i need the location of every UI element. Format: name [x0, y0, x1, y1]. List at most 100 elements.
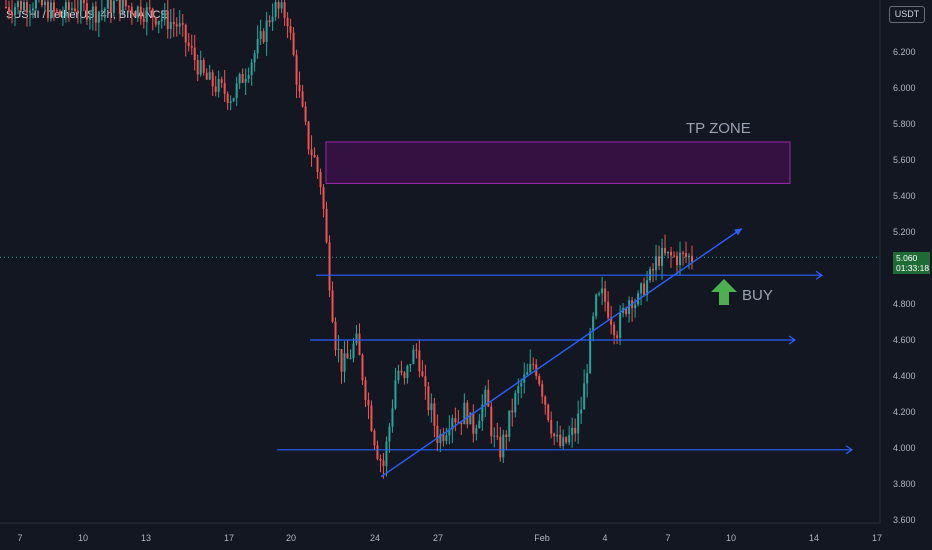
candle-body — [574, 427, 577, 434]
candle-body — [145, 7, 148, 23]
candle-body — [433, 403, 436, 426]
candle-body — [619, 312, 622, 338]
candle-body — [367, 400, 370, 406]
candle-body — [379, 459, 382, 461]
candle-body — [385, 441, 388, 466]
candle-body — [250, 62, 253, 76]
candle-body — [307, 121, 310, 150]
candle-body — [340, 349, 343, 372]
candle-body — [124, 0, 127, 7]
horizontal-levels — [277, 270, 854, 455]
candle-body — [688, 255, 691, 258]
candle-body — [97, 12, 100, 23]
candle-body — [577, 413, 580, 434]
candle-body — [46, 1, 49, 19]
candle-body — [508, 410, 511, 438]
candle-body — [406, 365, 409, 378]
candle-body — [652, 268, 655, 271]
candle-body — [205, 72, 208, 80]
candle-body — [70, 8, 73, 10]
candle-body — [448, 429, 451, 436]
candles-layer — [5, 0, 693, 479]
candle-body — [586, 373, 589, 384]
candle-body — [592, 316, 595, 332]
candle-body — [355, 333, 358, 344]
time-tick-label: 27 — [433, 533, 443, 543]
candle-body — [265, 20, 268, 42]
candle-body — [220, 79, 223, 83]
candle-body — [151, 8, 154, 18]
candle-body — [199, 60, 202, 75]
candle-body — [166, 10, 169, 29]
candle-body — [79, 0, 82, 12]
candle-body — [589, 331, 592, 374]
candle-body — [148, 7, 151, 9]
candle-body — [130, 7, 133, 14]
candle-body — [208, 72, 211, 80]
candle-body — [88, 16, 91, 20]
candle-body — [469, 412, 472, 425]
candle-body — [463, 402, 466, 425]
candle-body — [496, 435, 499, 437]
last-price-value: 5.060 — [896, 253, 918, 263]
candle-body — [52, 2, 55, 11]
candle-body — [175, 24, 178, 27]
candle-body — [562, 437, 565, 447]
candle-body — [244, 78, 247, 83]
ascending-trendline — [380, 227, 743, 478]
candle-body — [91, 6, 94, 17]
price-tick-label: 4.400 — [893, 371, 916, 381]
candle-body — [163, 10, 166, 20]
candle-body — [40, 0, 43, 6]
candle-body — [64, 2, 67, 17]
candle-body — [445, 435, 448, 442]
price-tick-label: 6.200 — [893, 47, 916, 57]
candle-body — [691, 255, 693, 262]
candle-body — [304, 106, 307, 122]
candle-body — [664, 247, 667, 254]
candle-body — [256, 38, 259, 54]
candle-body — [34, 0, 37, 9]
candle-body — [451, 418, 454, 430]
candle-body — [361, 355, 364, 381]
candle-body — [475, 428, 478, 434]
candle-body — [43, 1, 46, 6]
candle-body — [331, 290, 334, 322]
candle-body — [421, 371, 424, 377]
candle-body — [157, 21, 160, 25]
candle-body — [94, 6, 97, 23]
candle-body — [19, 1, 22, 10]
candle-body — [343, 353, 346, 372]
candle-body — [571, 427, 574, 436]
price-tick-label: 5.800 — [893, 119, 916, 129]
candle-body — [169, 22, 172, 29]
candle-body — [400, 370, 403, 373]
candle-body — [277, 2, 280, 9]
candle-body — [298, 84, 301, 92]
candle-body — [181, 23, 184, 25]
candle-body — [667, 251, 670, 254]
candle-body — [247, 75, 250, 79]
candle-body — [397, 370, 400, 381]
candle-body — [82, 0, 85, 4]
candle-body — [103, 8, 106, 11]
candle-body — [481, 404, 484, 421]
candle-body — [394, 380, 397, 409]
candle-body — [160, 19, 163, 22]
currency-button[interactable]: USDT — [889, 6, 925, 23]
candle-body — [301, 91, 304, 107]
candle-body — [646, 280, 649, 296]
candle-body — [382, 460, 385, 466]
candle-body — [373, 430, 376, 446]
price-tick-label: 6.000 — [893, 83, 916, 93]
candle-body — [478, 420, 481, 429]
candle-body — [310, 149, 313, 156]
candle-body — [682, 252, 685, 254]
candle-body — [376, 445, 379, 460]
candle-body — [484, 389, 487, 405]
candle-body — [544, 396, 547, 405]
candle-body — [283, 2, 286, 18]
candle-body — [112, 0, 115, 14]
candle-body — [190, 45, 193, 48]
